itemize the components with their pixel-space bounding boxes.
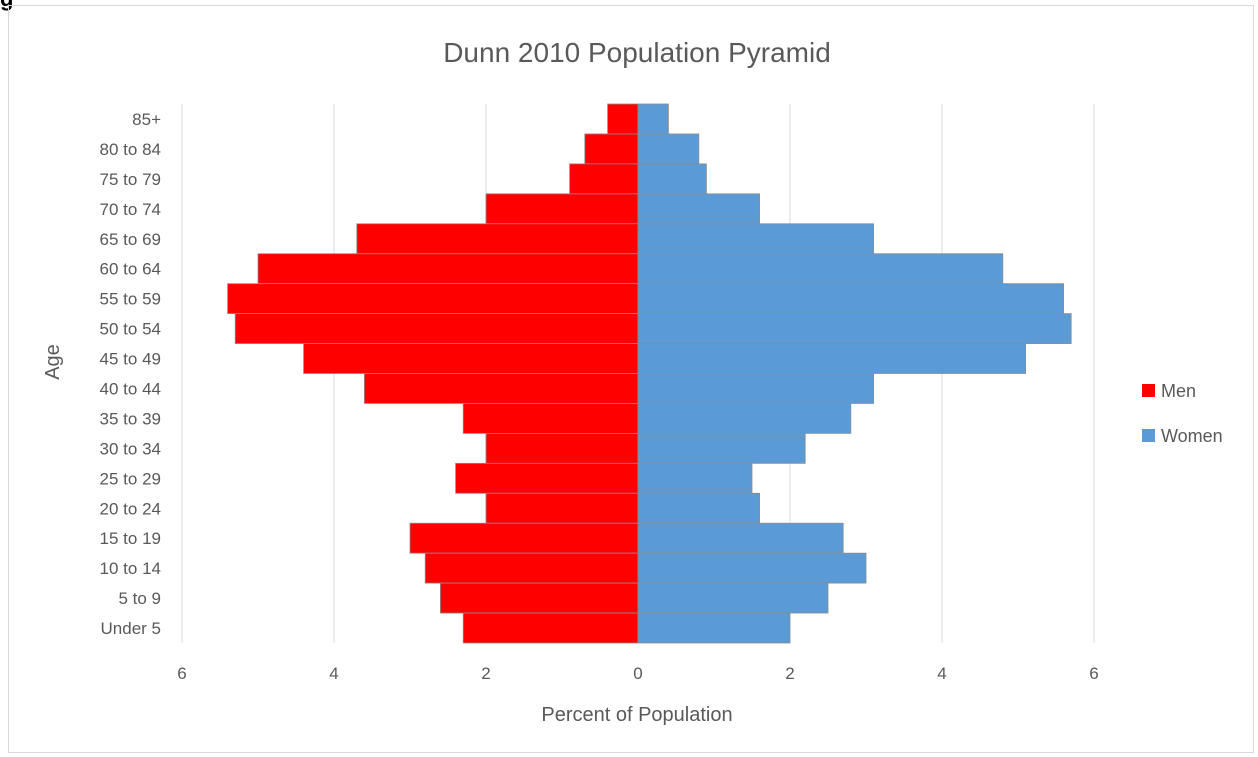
bar-men-2 <box>569 163 639 195</box>
y-tick-label: 35 to 39 <box>100 409 161 428</box>
bar-women-0 <box>637 103 669 135</box>
bar-women-2 <box>637 163 707 195</box>
bar-women-1 <box>637 133 700 165</box>
y-tick-label: 15 to 19 <box>100 529 161 548</box>
y-tick-label: 50 to 54 <box>100 320 161 339</box>
x-tick-label: 6 <box>177 664 186 683</box>
bar-women-14 <box>637 522 844 554</box>
y-tick-label: Under 5 <box>101 619 161 638</box>
bar-women-5 <box>637 253 1004 285</box>
y-tick-label: 25 to 29 <box>100 469 161 488</box>
corner-mark: g <box>0 0 13 12</box>
bar-men-15 <box>424 552 639 584</box>
y-tick-label: 20 to 24 <box>100 499 161 518</box>
bar-men-9 <box>363 373 639 404</box>
y-tick-label: 75 to 79 <box>100 170 161 189</box>
legend-swatch-women <box>1142 429 1155 442</box>
x-tick-label: 0 <box>633 664 642 683</box>
bar-men-17 <box>462 612 639 644</box>
bar-women-16 <box>637 582 829 614</box>
legend-label-men: Men <box>1161 381 1196 401</box>
x-tick-label: 2 <box>785 664 794 683</box>
bar-men-7 <box>234 313 639 344</box>
bar-women-17 <box>637 612 791 644</box>
bar-men-10 <box>462 403 639 434</box>
chart-title: Dunn 2010 Population Pyramid <box>443 37 831 68</box>
bar-men-8 <box>303 343 639 374</box>
bar-men-14 <box>409 522 639 554</box>
legend-label-women: Women <box>1161 426 1223 446</box>
bar-women-9 <box>637 373 875 404</box>
bars <box>227 103 1072 644</box>
x-tick-label: 4 <box>937 664 946 683</box>
bar-men-3 <box>485 193 639 225</box>
y-tick-labels: 85+ 80 to 84 75 to 79 70 to 74 65 to 69 60 to… <box>100 110 162 638</box>
bar-men-13 <box>485 492 639 524</box>
bar-women-11 <box>637 432 806 464</box>
y-tick-label: 10 to 14 <box>100 559 161 578</box>
y-tick-label: 70 to 74 <box>100 200 161 219</box>
bar-women-8 <box>637 343 1027 374</box>
bar-men-1 <box>584 133 639 165</box>
bar-women-12 <box>637 462 753 494</box>
bar-men-5 <box>257 253 639 285</box>
bar-women-7 <box>637 313 1072 344</box>
bar-men-16 <box>439 582 639 614</box>
bar-men-11 <box>485 432 639 464</box>
y-tick-label: 85+ <box>132 110 161 129</box>
x-tick-labels: 6 4 2 0 2 4 6 <box>177 664 1098 683</box>
bar-men-4 <box>356 223 639 255</box>
legend-swatch-men <box>1142 384 1155 397</box>
y-tick-label: 80 to 84 <box>100 140 161 159</box>
x-axis-title: Percent of Population <box>541 704 732 726</box>
bar-men-6 <box>227 283 639 315</box>
bar-women-13 <box>637 492 760 524</box>
bar-women-6 <box>637 283 1065 315</box>
bar-men-12 <box>455 462 639 494</box>
y-tick-label: 55 to 59 <box>100 290 161 309</box>
y-tick-label: 60 to 64 <box>100 260 161 279</box>
y-tick-label: 5 to 9 <box>118 589 161 608</box>
y-tick-label: 65 to 69 <box>100 230 161 249</box>
x-tick-label: 2 <box>481 664 490 683</box>
bar-women-4 <box>637 223 875 255</box>
x-tick-label: 6 <box>1089 664 1098 683</box>
bar-women-10 <box>637 403 852 434</box>
bar-women-3 <box>637 193 760 225</box>
legend: Men Women <box>1142 381 1223 446</box>
y-tick-label: 40 to 44 <box>100 379 161 398</box>
chart-frame <box>8 5 1254 753</box>
y-axis-title: Age <box>42 344 64 380</box>
x-tick-label: 4 <box>329 664 338 683</box>
y-tick-label: 30 to 34 <box>100 439 161 458</box>
bar-men-0 <box>607 103 639 135</box>
bar-women-15 <box>637 552 867 584</box>
y-tick-label: 45 to 49 <box>100 350 161 369</box>
